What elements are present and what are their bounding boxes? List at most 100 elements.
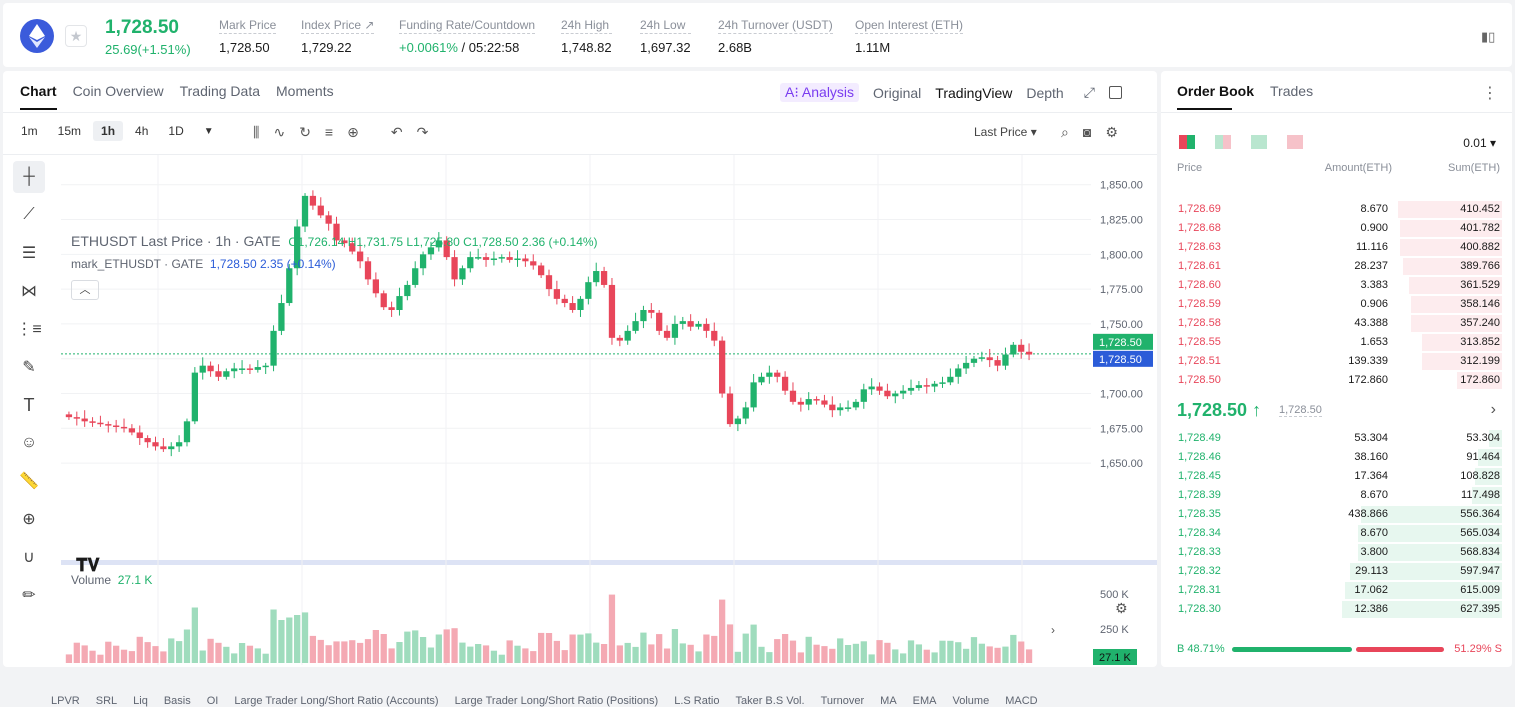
refresh-icon[interactable]: ↻ [299,124,311,140]
add-alert-icon[interactable]: ⊕ [347,124,359,140]
bids-row[interactable]: 1,728.31 17.062 615.009 [1161,581,1512,600]
bids-row[interactable]: 1,728.34 8.670 565.034 [1161,524,1512,543]
bids-row[interactable]: 1,728.49 53.304 53.304 [1161,429,1512,448]
asks-row[interactable]: 1,728.63 11.116 400.882 [1161,238,1512,257]
stat-index-price[interactable]: Index Price ↗ 1,729.22 [301,18,375,55]
camera-icon[interactable]: ◙ [1082,124,1092,140]
indicator-13[interactable]: MACD [1005,695,1038,707]
layout-both-icon[interactable] [1179,135,1195,149]
asks-row[interactable]: 1,728.59 0.906 358.146 [1161,295,1512,314]
tab-chart[interactable]: Chart [20,83,57,110]
layout-asks-icon[interactable] [1287,135,1303,149]
layout-split-icon[interactable] [1215,135,1231,149]
tab-original[interactable]: Original [873,84,922,101]
indicator-8[interactable]: Taker B.S Vol. [735,695,805,707]
asks-row[interactable]: 1,728.55 1.653 313.852 [1161,333,1512,352]
chevron-right-icon[interactable]: › [1051,623,1055,637]
timeframe-dropdown-icon[interactable]: ▼ [203,125,214,137]
timeframe-1m[interactable]: 1m [21,124,38,138]
indicator-1[interactable]: SRL [95,695,118,707]
tab-moments[interactable]: Moments [276,83,334,99]
asks-row[interactable]: 1,728.58 43.388 357.240 [1161,314,1512,333]
depth-bar [1422,334,1502,351]
ruler-icon[interactable]: 📏 [19,473,39,490]
candle-body [65,414,73,418]
indicator-3[interactable]: Basis [163,695,191,707]
zoom-in-icon[interactable]: ⊕ [22,511,36,528]
undo-icon[interactable]: ↶ [390,124,403,140]
indicators-icon[interactable]: ∿ [273,124,286,140]
candle-body [711,330,718,341]
trendline-icon[interactable]: ⟋ [23,206,35,223]
indicator-2[interactable]: Liq [133,695,148,707]
sell-ratio-bar [1356,647,1444,652]
timeframe-4h[interactable]: 4h [135,124,149,138]
tab-trades[interactable]: Trades [1270,83,1314,99]
indicator-10[interactable]: MA [880,695,897,707]
fib-icon[interactable]: ⋮≡ [16,321,42,338]
crosshair-icon[interactable]: ┼ [13,161,45,193]
tab-trading-data[interactable]: Trading Data [179,83,261,99]
tab-analysis[interactable]: A⁝ Analysis [780,83,860,102]
more-menu-icon[interactable]: ⋮ [1482,85,1498,102]
chevron-right-icon[interactable]: › [1490,401,1496,418]
layout-bids-icon[interactable] [1251,135,1267,149]
bids-row[interactable]: 1,728.46 38.160 91.464 [1161,448,1512,467]
template-icon[interactable]: ≡ [324,124,334,140]
collapse-legend-button[interactable]: ︿ [71,280,99,300]
indicator-12[interactable]: Volume [952,695,990,707]
price-chart[interactable]: 1,850.00 1,825.00 1,800.00 1,775.00 1,750.00… [3,155,1157,667]
pencil-icon[interactable]: ✏ [22,587,36,604]
horizontal-lines-icon[interactable]: ☰ [21,245,37,262]
tab-depth[interactable]: Depth [1026,84,1064,101]
asks-row[interactable]: 1,728.61 28.237 389.766 [1161,257,1512,276]
row-sum: 401.782 [1460,222,1500,234]
pattern-icon[interactable]: ⋈ [21,283,37,300]
bids-row[interactable]: 1,728.39 8.670 117.498 [1161,486,1512,505]
indicator-9[interactable]: Turnover [820,695,865,707]
text-tool-icon[interactable]: T [23,394,35,415]
asks-row[interactable]: 1,728.69 8.670 410.452 [1161,200,1512,219]
indicator-11[interactable]: EMA [912,695,937,707]
favorite-star-icon[interactable]: ★ [65,25,87,47]
candle-type-icon[interactable]: ⫼ [253,124,260,140]
timeframe-1h[interactable]: 1h [93,121,124,141]
settings-icon[interactable]: ⚙ [1115,600,1128,616]
y-tick-label: 1,775.00 [1100,284,1143,296]
emoji-icon[interactable]: ☺ [20,434,38,451]
asks-row[interactable]: 1,728.50 172.860 172.860 [1161,371,1512,390]
tab-tradingview[interactable]: TradingView [935,84,1013,101]
bids-row[interactable]: 1,728.33 3.800 568.834 [1161,543,1512,562]
timeframe-15m[interactable]: 15m [57,124,82,138]
indicator-4[interactable]: OI [206,695,219,707]
search-icon[interactable]: ⌕ [1061,124,1069,140]
bids-row[interactable]: 1,728.45 17.364 108.828 [1161,467,1512,486]
timeframe-1d[interactable]: 1D [168,124,184,138]
magnet-icon[interactable]: ∪ [23,549,35,566]
candle-body [522,258,529,262]
gear-icon[interactable]: ⚙ [1105,124,1118,140]
expand-icon[interactable]: ⤢ [1083,84,1095,100]
indicator-7[interactable]: L.S Ratio [674,695,720,707]
bids-row[interactable]: 1,728.35 438.866 556.364 [1161,505,1512,524]
candle-body [215,371,222,377]
bids-row[interactable]: 1,728.30 12.386 627.395 [1161,600,1512,619]
indicator-5[interactable]: Large Trader Long/Short Ratio (Accounts) [234,695,439,707]
asks-row[interactable]: 1,728.51 139.339 312.199 [1161,352,1512,371]
tab-order-book[interactable]: Order Book [1177,83,1255,110]
price-source-select[interactable]: Last Price ▾ [974,125,1037,139]
fullscreen-icon[interactable] [1108,86,1122,99]
indicator-0[interactable]: LPVR [51,695,80,707]
tab-coin-overview[interactable]: Coin Overview [72,83,164,99]
indicator-6[interactable]: Large Trader Long/Short Ratio (Positions… [454,695,659,707]
book-icon[interactable]: ▮▯ [1481,29,1496,44]
candle-body [939,382,946,384]
asks-row[interactable]: 1,728.68 0.900 401.782 [1161,219,1512,238]
redo-icon[interactable]: ↷ [416,124,429,140]
volume-bar [876,640,883,663]
row-price: 1,728.63 [1178,241,1221,253]
precision-select[interactable]: 0.01 ▾ [1463,136,1496,150]
asks-row[interactable]: 1,728.60 3.383 361.529 [1161,276,1512,295]
bids-row[interactable]: 1,728.32 29.113 597.947 [1161,562,1512,581]
brush-icon[interactable]: ✎ [22,359,36,376]
